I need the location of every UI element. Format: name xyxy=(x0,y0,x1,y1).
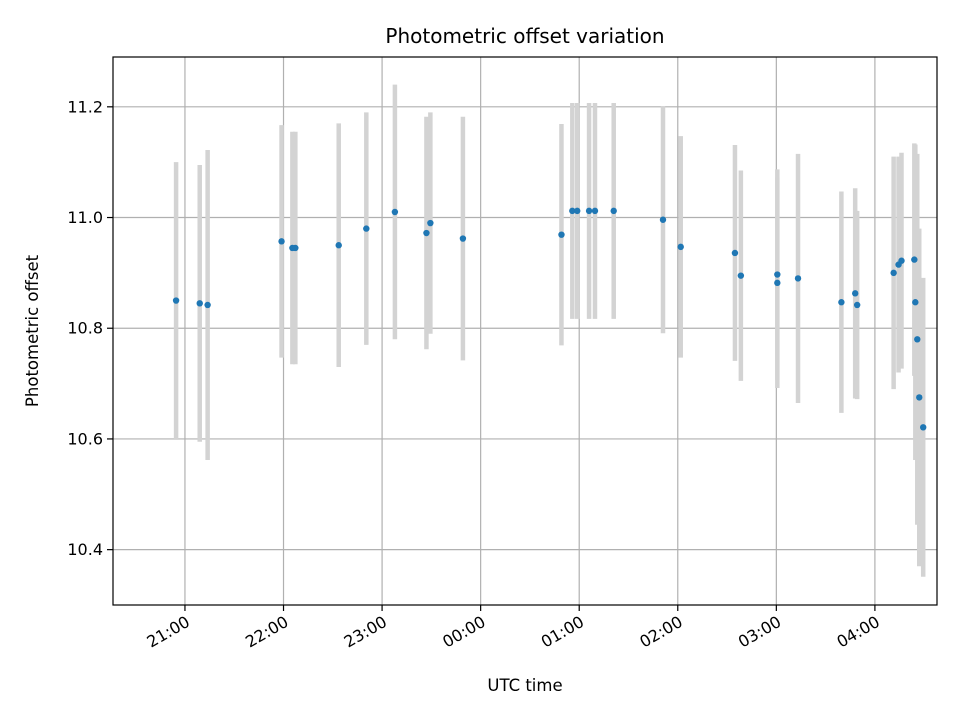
data-point xyxy=(920,424,927,431)
y-tick-label: 10.8 xyxy=(67,319,103,338)
data-point xyxy=(172,297,180,304)
data-point xyxy=(890,269,897,277)
data-point xyxy=(204,301,211,309)
grid xyxy=(113,57,937,605)
data-point xyxy=(737,272,745,279)
data-point xyxy=(363,225,370,232)
data-point xyxy=(569,207,576,215)
data-point xyxy=(912,299,919,306)
x-axis-title: UTC time xyxy=(487,676,562,695)
data-point xyxy=(335,242,342,249)
data-point xyxy=(391,208,399,216)
data-point xyxy=(196,300,203,307)
data-point xyxy=(774,271,781,278)
y-tick-label: 11.2 xyxy=(67,97,103,116)
data-point xyxy=(558,231,565,238)
data-point xyxy=(838,299,845,306)
y-tick-label: 10.6 xyxy=(67,429,103,448)
y-axis-title: Photometric offset xyxy=(23,254,42,407)
data-point xyxy=(423,229,430,237)
data-point xyxy=(914,336,921,343)
data-point xyxy=(585,207,593,215)
data-point xyxy=(459,235,467,242)
data-point xyxy=(794,275,802,282)
chart-title: Photometric offset variation xyxy=(385,24,664,48)
data-point xyxy=(853,301,861,309)
data-point xyxy=(851,290,859,297)
data-point xyxy=(916,394,923,401)
data-point xyxy=(574,207,581,215)
data-point xyxy=(427,219,434,227)
data-points xyxy=(172,207,927,431)
y-tick-label: 11.0 xyxy=(67,208,103,227)
data-point xyxy=(610,207,617,215)
y-axis-ticks: 10.4 10.6 10.8 11.0 11.2 xyxy=(67,97,113,559)
data-point xyxy=(677,243,684,251)
data-point xyxy=(292,244,299,252)
y-tick-label: 10.4 xyxy=(67,540,103,559)
data-point xyxy=(774,279,781,287)
data-point xyxy=(731,249,739,257)
data-point xyxy=(659,216,667,223)
data-point xyxy=(278,238,285,245)
data-point xyxy=(911,256,918,263)
plot-frame xyxy=(112,56,938,606)
data-point xyxy=(898,257,905,264)
data-point xyxy=(591,207,599,215)
